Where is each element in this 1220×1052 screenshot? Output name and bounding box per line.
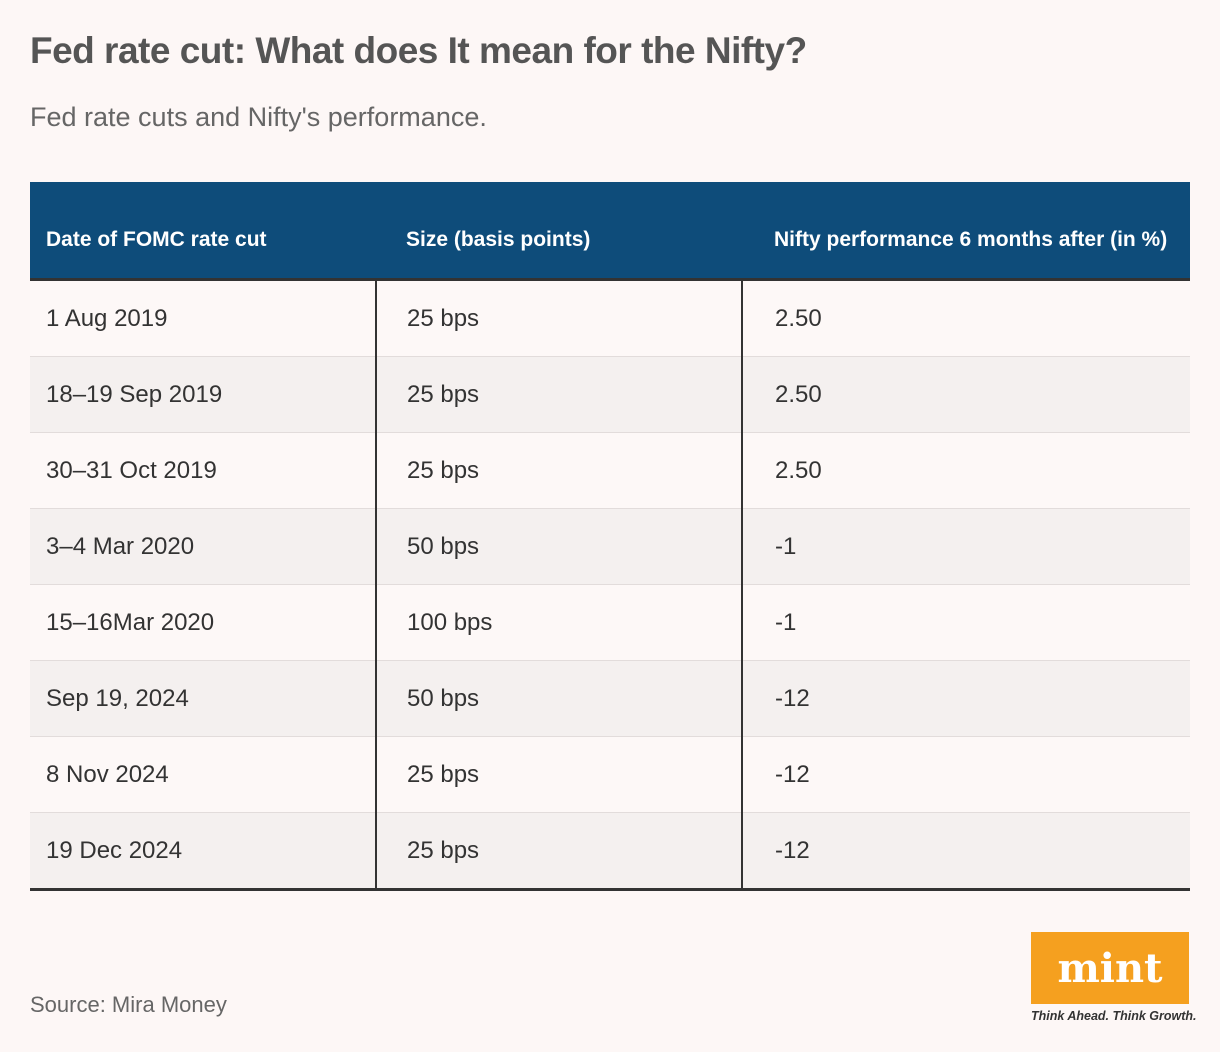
cell-date: 1 Aug 2019: [30, 279, 377, 357]
logo-tagline: Think Ahead. Think Growth.: [1031, 1009, 1197, 1023]
cell-size: 25 bps: [376, 356, 743, 433]
table-row: 3–4 Mar 2020 50 bps -1: [30, 508, 1190, 585]
cell-performance: -12: [742, 660, 1190, 737]
cell-size: 50 bps: [376, 508, 743, 585]
table-row: 19 Dec 2024 25 bps -12: [30, 812, 1190, 891]
data-table: Date of FOMC rate cut Size (basis points…: [30, 182, 1190, 891]
cell-size: 25 bps: [376, 812, 743, 891]
cell-size: 25 bps: [376, 279, 743, 357]
column-header-size: Size (basis points): [376, 182, 742, 281]
cell-size: 100 bps: [376, 584, 743, 661]
column-header-date: Date of FOMC rate cut: [30, 182, 376, 281]
cell-size: 50 bps: [376, 660, 743, 737]
cell-date: 3–4 Mar 2020: [30, 508, 377, 585]
cell-size: 25 bps: [376, 736, 743, 813]
column-header-performance: Nifty performance 6 months after (in %): [742, 182, 1190, 281]
table-header-row: Date of FOMC rate cut Size (basis points…: [30, 182, 1190, 281]
table-row: 30–31 Oct 2019 25 bps 2.50: [30, 432, 1190, 509]
cell-size: 25 bps: [376, 432, 743, 509]
table-row: 15–16Mar 2020 100 bps -1: [30, 584, 1190, 661]
table-row: 8 Nov 2024 25 bps -12: [30, 736, 1190, 813]
cell-date: 8 Nov 2024: [30, 736, 377, 813]
cell-date: 18–19 Sep 2019: [30, 356, 377, 433]
chart-subtitle: Fed rate cuts and Nifty's performance.: [30, 102, 487, 132]
cell-performance: 2.50: [742, 356, 1190, 433]
source-note: Source: Mira Money: [30, 992, 227, 1017]
cell-performance: -12: [742, 736, 1190, 813]
cell-date: 19 Dec 2024: [30, 812, 377, 891]
cell-performance: -1: [742, 584, 1190, 661]
table-row: 1 Aug 2019 25 bps 2.50: [30, 279, 1190, 357]
cell-performance: -1: [742, 508, 1190, 585]
cell-performance: -12: [742, 812, 1190, 891]
table-row: 18–19 Sep 2019 25 bps 2.50: [30, 356, 1190, 433]
cell-performance: 2.50: [742, 279, 1190, 357]
mint-logo: mint: [1031, 932, 1189, 1004]
table-row: Sep 19, 2024 50 bps -12: [30, 660, 1190, 737]
cell-date: Sep 19, 2024: [30, 660, 377, 737]
logo-text: mint: [1057, 944, 1163, 992]
cell-date: 30–31 Oct 2019: [30, 432, 377, 509]
cell-date: 15–16Mar 2020: [30, 584, 377, 661]
chart-title: Fed rate cut: What does It mean for the …: [30, 30, 807, 71]
cell-performance: 2.50: [742, 432, 1190, 509]
